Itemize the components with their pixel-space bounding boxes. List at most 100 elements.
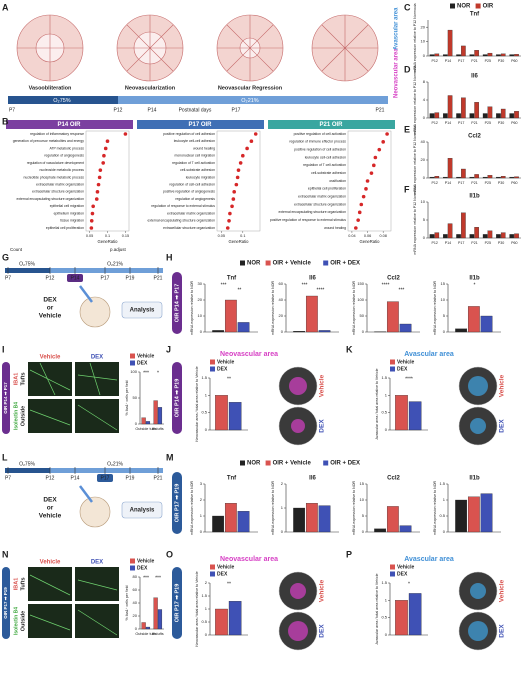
day-label: P7 xyxy=(5,475,11,481)
legend-swatch xyxy=(265,460,271,466)
bar xyxy=(509,54,515,57)
y-axis-label: mRNA expression relative to P12 Normoxia xyxy=(413,65,417,134)
term-label: leukocyte migration xyxy=(186,175,215,179)
bar xyxy=(480,493,493,533)
legend-label: OIR + Vehicle xyxy=(273,461,312,467)
term-label: epithelium migration xyxy=(54,211,84,215)
avascular-overlay xyxy=(468,621,488,641)
neovascular-overlay xyxy=(288,621,308,641)
panel-letter: M xyxy=(166,452,174,462)
y-tick-label: 1 xyxy=(443,497,446,502)
significance-label: *** xyxy=(221,282,227,288)
bar xyxy=(487,175,493,179)
chart-title: Neovascular area xyxy=(220,556,278,563)
bar xyxy=(399,525,412,533)
y-tick-label: 1.5 xyxy=(201,375,207,380)
term-label: cell-substrate adhesion xyxy=(311,171,346,175)
area-label: Avascular area xyxy=(394,7,400,50)
y-tick-label: 10 xyxy=(441,297,446,302)
dot xyxy=(381,140,385,144)
x-tick-label: P25 xyxy=(485,59,491,63)
plot-frame xyxy=(216,130,261,232)
y-tick-label: 1 xyxy=(385,392,388,397)
legend-label: NOR xyxy=(457,4,471,10)
x-tick-label: P30 xyxy=(498,121,504,125)
y-axis-label: mRNA expression relative to P12 Normoxia xyxy=(413,125,417,194)
legend-label: Vehicle xyxy=(137,558,154,564)
term-label: epithelial cell proliferation xyxy=(46,226,84,230)
legend-swatch xyxy=(210,564,215,570)
significance-label: * xyxy=(408,581,410,587)
y-tick-label: 5 xyxy=(423,217,426,222)
x-tick-label: P14 xyxy=(445,241,451,245)
group-label: DEX xyxy=(499,419,506,433)
bar xyxy=(429,113,435,119)
treatment-label: Vehicle xyxy=(39,513,62,520)
legend-swatch xyxy=(390,571,395,577)
bar xyxy=(469,54,475,57)
treatment-label: or xyxy=(47,305,54,312)
legend-label: Vehicle xyxy=(137,353,154,359)
term-label: regulation of response to external stimu… xyxy=(151,204,215,208)
y-tick-label: 10 xyxy=(360,497,365,502)
bar xyxy=(487,106,493,119)
protocol-pill xyxy=(172,472,182,534)
x-tick-label: 0.15 xyxy=(122,234,129,238)
y-tick-label: 60 xyxy=(279,281,284,286)
chart-title: P21 OIR xyxy=(319,122,343,128)
x-axis-label: GeneRatio xyxy=(97,239,118,244)
group-label: DEX xyxy=(319,419,326,433)
bar xyxy=(157,407,163,425)
eye xyxy=(79,496,111,528)
significance-label: *** xyxy=(143,370,149,376)
neovascular-overlay xyxy=(291,419,305,433)
y-tick-label: 0.5 xyxy=(201,619,207,624)
legend-swatch xyxy=(130,558,135,564)
y-axis-label: % Iba1⁺ cells per field xyxy=(125,585,129,620)
panel-letter: G xyxy=(2,252,9,262)
x-tick-label: P17 xyxy=(458,59,464,63)
area-label: Neovascular area xyxy=(394,48,400,98)
y-tick-label: 0 xyxy=(423,235,426,240)
panel-letter: A xyxy=(2,2,9,12)
chart-title: Il6 xyxy=(309,276,316,282)
dot xyxy=(359,202,364,207)
region-label: Outside xyxy=(20,406,26,426)
legend-label: OIR + Vehicle xyxy=(273,261,312,267)
chart-title: Il1b xyxy=(469,276,480,282)
y-tick-label: 2 xyxy=(205,580,208,585)
protocol-pill xyxy=(2,567,10,639)
group-label: Vehicle xyxy=(499,579,506,602)
go-header xyxy=(6,120,133,129)
y-axis-label: Avascular area / total area relative to … xyxy=(375,368,379,439)
y-axis-label: mRNA expression relative to NOR xyxy=(271,480,275,535)
x-tick-label: P21 xyxy=(471,181,477,185)
y-tick-label: 10 xyxy=(421,199,426,204)
group-label: Vehicle xyxy=(40,560,61,566)
bar xyxy=(480,315,493,333)
eye xyxy=(79,296,111,328)
oxygen-label: O₂21% xyxy=(107,261,123,267)
y-tick-label: 20 xyxy=(133,613,138,618)
vessels xyxy=(312,15,378,81)
term-label: epithelial cell proliferation xyxy=(308,187,346,191)
y-tick-label: 60 xyxy=(133,587,138,592)
x-tick-label: P60 xyxy=(511,241,517,245)
panel-letter: H xyxy=(166,252,173,262)
bar xyxy=(461,212,466,239)
bar xyxy=(496,234,501,239)
timeline-bar xyxy=(5,468,163,473)
significance-label: **** xyxy=(405,376,413,382)
bar xyxy=(496,176,501,179)
legend-swatch xyxy=(130,353,135,359)
y-tick-label: 3 xyxy=(200,481,203,486)
dot xyxy=(105,139,110,144)
timeline-hyperoxia xyxy=(5,268,50,273)
chart-title: Ccl2 xyxy=(387,476,400,482)
treatment-label: Vehicle xyxy=(39,313,62,320)
day-label: P12 xyxy=(114,107,123,113)
panel-letter: E xyxy=(404,124,410,134)
dot xyxy=(91,204,95,209)
dot xyxy=(225,226,230,230)
legend-label: DEX xyxy=(217,366,228,372)
